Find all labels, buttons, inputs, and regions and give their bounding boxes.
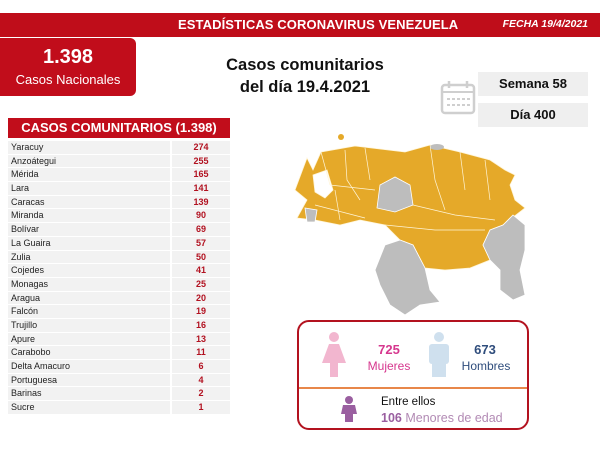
state-cases: 69 bbox=[172, 223, 230, 237]
table-row: Monagas 25 bbox=[8, 277, 230, 292]
week-counter: Semana 58 bbox=[478, 72, 588, 96]
table-row: Trujillo 16 bbox=[8, 318, 230, 333]
state-name: Sucre bbox=[8, 401, 170, 415]
state-name: Bolívar bbox=[8, 223, 170, 237]
gender-breakdown-card: 725 Mujeres 673 Hombres Entre ellos 106 … bbox=[297, 320, 529, 430]
state-cases: 2 bbox=[172, 387, 230, 402]
venezuela-map bbox=[294, 134, 526, 315]
minors-line: 106 Menores de edad bbox=[381, 411, 503, 425]
table-row: Caracas 139 bbox=[8, 195, 230, 210]
state-cases: 41 bbox=[172, 264, 230, 278]
state-cases: 16 bbox=[172, 318, 230, 333]
state-name: Trujillo bbox=[8, 318, 170, 333]
calendar-icon bbox=[440, 81, 476, 115]
state-name: Portuguesa bbox=[8, 373, 170, 388]
state-cases: 274 bbox=[172, 141, 230, 155]
state-cases: 57 bbox=[172, 236, 230, 251]
state-name: Falcón bbox=[8, 305, 170, 319]
table-row: Sucre 1 bbox=[8, 401, 230, 415]
community-cases-table: Yaracuy 274 Anzoátegui 255 Mérida 165 Lara 1… bbox=[8, 141, 230, 415]
state-cases: 4 bbox=[172, 373, 230, 388]
table-row: Portuguesa 4 bbox=[8, 373, 230, 388]
state-name: Carabobo bbox=[8, 346, 170, 360]
child-icon bbox=[341, 396, 357, 422]
state-cases: 19 bbox=[172, 305, 230, 319]
national-cases-card: 1.398 Casos Nacionales bbox=[0, 38, 136, 96]
map-unaffected-region bbox=[374, 239, 441, 315]
community-cases-table-title: CASOS COMUNITARIOS (1.398) bbox=[8, 118, 230, 138]
state-name: La Guaira bbox=[8, 236, 170, 251]
state-cases: 50 bbox=[172, 250, 230, 265]
state-cases: 165 bbox=[172, 168, 230, 183]
state-name: Lara bbox=[8, 182, 170, 196]
women-label: Mujeres bbox=[367, 359, 411, 373]
state-cases: 90 bbox=[172, 209, 230, 224]
state-cases: 13 bbox=[172, 332, 230, 347]
table-row: Delta Amacuro 6 bbox=[8, 360, 230, 374]
table-row: Zulia 50 bbox=[8, 250, 230, 265]
state-name: Miranda bbox=[8, 209, 170, 224]
men-label: Hombres bbox=[461, 359, 511, 373]
state-cases: 20 bbox=[172, 291, 230, 306]
table-row: Carabobo 11 bbox=[8, 346, 230, 360]
card-divider bbox=[299, 387, 527, 389]
national-cases-total: 1.398 bbox=[42, 46, 94, 68]
header-bar: ESTADÍSTICAS CORONAVIRUS VENEZUELA FECHA… bbox=[0, 13, 600, 37]
state-name: Yaracuy bbox=[8, 141, 170, 155]
state-cases: 255 bbox=[172, 154, 230, 169]
headline: Casos comunitarios del día 19.4.2021 bbox=[205, 54, 405, 98]
table-row: Yaracuy 274 bbox=[8, 141, 230, 155]
female-icon bbox=[322, 332, 346, 377]
table-row: Anzoátegui 255 bbox=[8, 154, 230, 169]
men-count: 673 bbox=[474, 342, 496, 357]
table-row: Bolívar 69 bbox=[8, 223, 230, 237]
headline-line1: Casos comunitarios bbox=[226, 56, 384, 74]
table-row: Cojedes 41 bbox=[8, 264, 230, 278]
table-row: Mérida 165 bbox=[8, 168, 230, 183]
table-row: Miranda 90 bbox=[8, 209, 230, 224]
state-cases: 6 bbox=[172, 360, 230, 374]
state-name: Caracas bbox=[8, 195, 170, 210]
table-row: La Guaira 57 bbox=[8, 236, 230, 251]
map-unaffected-region bbox=[304, 207, 318, 223]
table-row: Barinas 2 bbox=[8, 387, 230, 402]
report-date: FECHA 19/4/2021 bbox=[502, 18, 588, 30]
state-name: Mérida bbox=[8, 168, 170, 183]
state-cases: 1 bbox=[172, 401, 230, 415]
minors-count: 106 bbox=[381, 411, 402, 425]
state-name: Anzoátegui bbox=[8, 154, 170, 169]
among-them-label: Entre ellos bbox=[381, 396, 436, 408]
state-name: Cojedes bbox=[8, 264, 170, 278]
table-row: Falcón 19 bbox=[8, 305, 230, 319]
state-name: Barinas bbox=[8, 387, 170, 402]
state-cases: 139 bbox=[172, 195, 230, 210]
headline-line2: del día 19.4.2021 bbox=[239, 78, 371, 96]
page-title: ESTADÍSTICAS CORONAVIRUS VENEZUELA bbox=[178, 17, 459, 32]
table-row: Aragua 20 bbox=[8, 291, 230, 306]
map-unaffected-region bbox=[482, 214, 526, 301]
table-row: Apure 13 bbox=[8, 332, 230, 347]
state-name: Aragua bbox=[8, 291, 170, 306]
state-name: Apure bbox=[8, 332, 170, 347]
state-cases: 11 bbox=[172, 346, 230, 360]
national-cases-label: Casos Nacionales bbox=[15, 72, 121, 87]
day-counter: Día 400 bbox=[478, 103, 588, 127]
state-cases: 141 bbox=[172, 182, 230, 196]
women-count: 725 bbox=[378, 342, 400, 357]
state-name: Delta Amacuro bbox=[8, 360, 170, 374]
state-name: Monagas bbox=[8, 277, 170, 292]
state-name: Zulia bbox=[8, 250, 170, 265]
minors-label: Menores de edad bbox=[405, 411, 503, 425]
male-icon bbox=[429, 332, 449, 377]
state-cases: 25 bbox=[172, 277, 230, 292]
table-row: Lara 141 bbox=[8, 182, 230, 196]
